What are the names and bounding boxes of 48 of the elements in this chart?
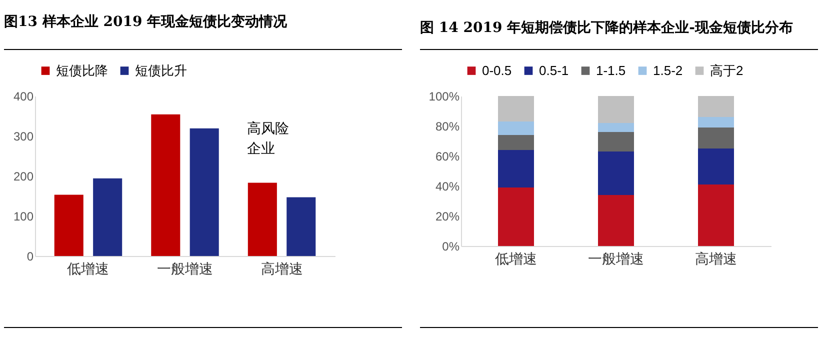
chart-title: 图 14 2019 年短期偿债比下降的样本企业-现金短债比分布 <box>420 6 818 50</box>
bar <box>698 184 734 246</box>
bar <box>698 96 734 117</box>
bar <box>598 96 634 123</box>
bar <box>498 135 534 150</box>
bar <box>698 148 734 184</box>
y-tick-label: 300 <box>13 130 34 144</box>
y-tick-label: 20% <box>435 210 460 224</box>
bar <box>698 128 734 148</box>
legend-label: 0-0.5 <box>482 62 512 78</box>
x-tick-label: 低增速 <box>495 250 537 266</box>
y-tick-label: 80% <box>435 120 460 134</box>
bar <box>286 197 316 256</box>
y-tick-label: 200 <box>13 170 34 184</box>
y-tick-label: 100 <box>13 210 34 224</box>
bar <box>698 117 734 128</box>
bar <box>151 114 180 256</box>
legend-label: 高于2 <box>710 62 744 78</box>
bar <box>498 188 534 246</box>
y-tick-label: 0% <box>442 240 460 254</box>
bar <box>498 150 534 188</box>
legend-label: 短债比升 <box>135 62 187 78</box>
legend-label: 短债比降 <box>56 62 108 78</box>
x-tick-label: 一般增速 <box>588 250 644 266</box>
bar <box>93 178 122 256</box>
legend-label: 0.5-1 <box>539 62 569 78</box>
bar <box>598 195 634 246</box>
annotation: 高风险企业 <box>247 120 289 156</box>
chart-title: 图13 样本企业 2019 年现金短债比变动情况 <box>4 6 402 50</box>
bar <box>598 152 634 195</box>
bar <box>190 128 219 256</box>
y-tick-label: 400 <box>13 90 34 104</box>
x-tick-label: 高增速 <box>695 250 737 266</box>
legend-label: 1-1.5 <box>596 62 626 78</box>
y-tick-label: 0 <box>26 250 34 264</box>
bar <box>498 96 534 122</box>
legend-label: 1.5-2 <box>653 62 683 78</box>
bar <box>598 132 634 152</box>
y-tick-label: 40% <box>435 180 460 194</box>
bar <box>598 123 634 132</box>
bar <box>248 182 277 256</box>
x-tick-label: 低增速 <box>67 260 110 276</box>
bar <box>54 194 84 256</box>
bar <box>498 122 534 135</box>
y-tick-label: 100% <box>428 90 460 104</box>
x-tick-label: 高增速 <box>260 260 303 276</box>
x-tick-label: 一般增速 <box>157 260 213 276</box>
y-tick-label: 60% <box>435 150 460 164</box>
